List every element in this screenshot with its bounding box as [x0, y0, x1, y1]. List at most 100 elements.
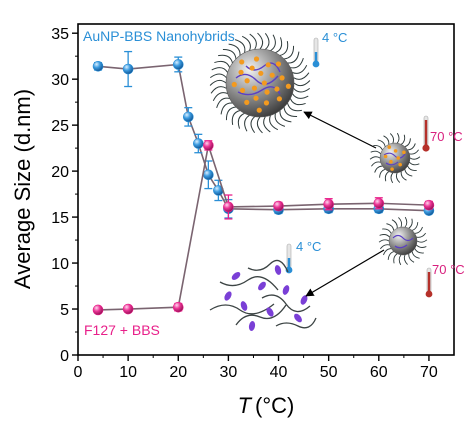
polymer-chain — [231, 110, 241, 125]
polymer-chain — [211, 67, 229, 73]
polymer-chain — [416, 239, 428, 243]
x-tick-label: 70 — [420, 364, 438, 381]
x-tick-label: 60 — [370, 364, 388, 381]
gold-nanoparticle — [244, 99, 250, 105]
nanohybrid-illustration-large — [209, 32, 311, 134]
polymer-chain — [396, 132, 400, 144]
polymer-chain — [393, 253, 398, 264]
micelle-illustration — [378, 216, 428, 266]
data-point — [92, 60, 104, 72]
polymer-chain — [212, 92, 228, 102]
series-label-aunp: AuNP-BBS Nanohybrids — [83, 28, 235, 44]
polymer-chain — [291, 93, 309, 99]
gold-nanoparticle — [275, 61, 282, 67]
polymer-chain — [384, 171, 390, 182]
data-point — [373, 197, 385, 209]
data-point — [323, 198, 334, 210]
series-line — [97, 63, 429, 212]
gold-nanoparticle — [239, 59, 245, 65]
polymer-chain — [407, 165, 417, 171]
gold-nanoparticle — [279, 75, 285, 81]
y-tick-label: 20 — [51, 164, 69, 181]
polymer-chain — [395, 172, 401, 183]
polymer-chain — [404, 169, 413, 177]
polymer-chain — [408, 253, 415, 263]
gold-nanoparticle — [390, 167, 394, 171]
gold-nanoparticle — [264, 89, 270, 95]
gold-nanoparticle — [239, 87, 246, 93]
polymer-chain — [263, 116, 271, 133]
polymer-chain — [283, 106, 298, 118]
polymer-chain — [414, 248, 424, 254]
polymer-chain — [374, 165, 383, 173]
polymer-chain — [270, 34, 276, 52]
gold-nanoparticle — [387, 145, 392, 149]
polymer-chain — [412, 222, 419, 231]
polymer-chain — [292, 64, 308, 74]
polymer-chain — [403, 254, 408, 265]
polymer-chain — [228, 43, 241, 56]
x-tick-label: 0 — [74, 364, 83, 381]
data-point — [193, 138, 204, 149]
data-point — [122, 63, 134, 75]
polymer-chain — [279, 41, 289, 56]
gold-nanoparticle — [253, 95, 259, 101]
polymer-chain — [378, 239, 390, 243]
polymer-chain — [409, 161, 420, 166]
polymer-chain — [290, 57, 304, 69]
polymer-chain — [383, 248, 392, 256]
gold-nanoparticle — [269, 72, 275, 78]
polymer-chain — [369, 156, 381, 160]
polymer-chain — [371, 161, 381, 167]
data-point — [203, 169, 214, 181]
polymer-chain — [404, 138, 411, 148]
gold-nanoparticle — [274, 86, 280, 92]
polymer-chain — [289, 98, 306, 106]
y-axis-ticks: 0 5 10 15 20 25 30 35 — [51, 26, 78, 365]
polymer-chain — [416, 232, 427, 238]
thermometer-70c-right-icon — [422, 115, 430, 152]
polymer-chain — [408, 218, 413, 229]
gold-nanoparticle — [383, 154, 388, 159]
polymer-chain — [379, 168, 386, 178]
x-tick-label: 50 — [320, 364, 338, 381]
polymer-chain — [407, 143, 416, 151]
polymer-chain — [400, 134, 406, 145]
polymer-chain — [383, 135, 390, 145]
polymer-chain — [414, 226, 423, 234]
polymer-chain — [379, 234, 390, 238]
polymer-chain — [398, 217, 403, 228]
x-tick-label: 20 — [169, 364, 187, 381]
polymer-chain — [409, 156, 421, 160]
polymer-chain — [257, 32, 264, 50]
polymer-chain — [279, 110, 292, 123]
polymer-chain — [216, 97, 230, 109]
thermometer-4c-mid-icon — [285, 243, 293, 274]
gold-nanoparticle — [244, 78, 250, 84]
thermometer-4c-top-icon — [312, 37, 320, 68]
y-tick-label: 30 — [51, 72, 69, 89]
x-tick-label: 40 — [270, 364, 288, 381]
data-point — [92, 304, 104, 316]
polymer-chain — [210, 86, 227, 94]
polymer-chain — [264, 32, 270, 50]
plot-frame — [77, 23, 455, 356]
nanohybrid-illustration-small — [369, 132, 421, 184]
polymer-chain — [269, 115, 279, 131]
x-tick-label: 30 — [220, 364, 238, 381]
polymer-chain — [218, 54, 233, 64]
gold-nanoparticle — [285, 83, 291, 89]
polymer-chain — [287, 102, 302, 112]
polymer-chain — [241, 35, 251, 51]
temp-label-70c-right: 70 °C — [430, 129, 463, 144]
polymer-chain — [293, 87, 311, 93]
polymer-chain — [293, 80, 311, 87]
temp-label-70c-bottom: 70 °C — [432, 262, 465, 277]
polymer-chain — [400, 171, 407, 181]
polymer-chain — [249, 33, 257, 50]
x-axis-title-var: T — [238, 393, 253, 418]
polymer-chain — [404, 216, 408, 228]
gold-nanoparticle — [258, 70, 264, 76]
y-axis-title: Average Size (d.nm) — [10, 89, 35, 289]
